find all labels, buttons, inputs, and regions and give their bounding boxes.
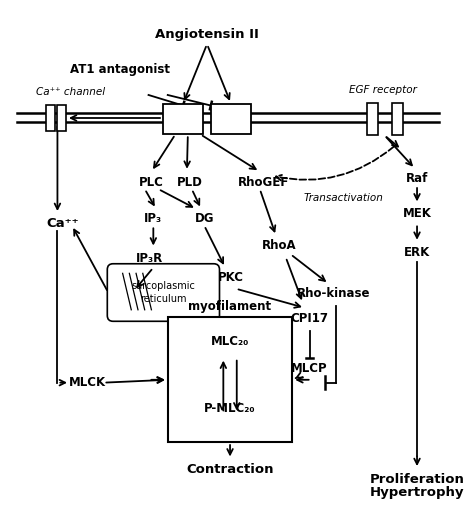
Bar [163, 104, 203, 134]
Text: Transactivation: Transactivation [303, 193, 383, 203]
Bar [392, 103, 402, 135]
FancyBboxPatch shape [107, 264, 219, 321]
Text: Contraction: Contraction [186, 463, 274, 476]
Text: Proliferation: Proliferation [370, 473, 465, 486]
Text: sarcoplasmic: sarcoplasmic [131, 281, 195, 291]
Text: Rho-kinase: Rho-kinase [297, 287, 370, 300]
Text: Ca⁺⁺ channel: Ca⁺⁺ channel [36, 87, 106, 97]
Text: MLC₂₀: MLC₂₀ [211, 335, 249, 348]
Text: PKC: PKC [218, 271, 244, 284]
Text: Ca⁺⁺: Ca⁺⁺ [46, 217, 79, 230]
Text: MLCK: MLCK [69, 376, 106, 389]
Text: CPI17: CPI17 [291, 312, 328, 325]
Text: reticulum: reticulum [140, 295, 186, 304]
Bar [46, 105, 55, 132]
Text: PLC: PLC [139, 175, 164, 188]
Text: Raf: Raf [406, 172, 428, 185]
Text: AT1a: AT1a [167, 122, 199, 135]
Text: myofilament: myofilament [189, 300, 272, 313]
Text: PLD: PLD [177, 175, 203, 188]
Text: DG: DG [194, 212, 214, 225]
Text: RhoA: RhoA [262, 239, 296, 252]
Text: RhoGEF: RhoGEF [238, 175, 289, 188]
Text: AT1b: AT1b [215, 122, 247, 135]
Text: ERK: ERK [404, 246, 430, 259]
Text: EGF receptor: EGF receptor [348, 85, 417, 95]
Bar [211, 104, 251, 134]
Text: MLCP: MLCP [292, 362, 328, 375]
Text: IP₃R: IP₃R [136, 252, 163, 265]
Text: P-MLC₂₀: P-MLC₂₀ [204, 402, 256, 415]
Text: Hypertrophy: Hypertrophy [370, 486, 465, 499]
Text: AT1 antagonist: AT1 antagonist [70, 63, 170, 76]
Bar [367, 103, 378, 135]
Bar [168, 317, 292, 442]
Text: MEK: MEK [402, 207, 431, 220]
Bar [57, 105, 66, 132]
Text: IP₃: IP₃ [144, 212, 163, 225]
Text: Angiotensin II: Angiotensin II [155, 28, 259, 41]
